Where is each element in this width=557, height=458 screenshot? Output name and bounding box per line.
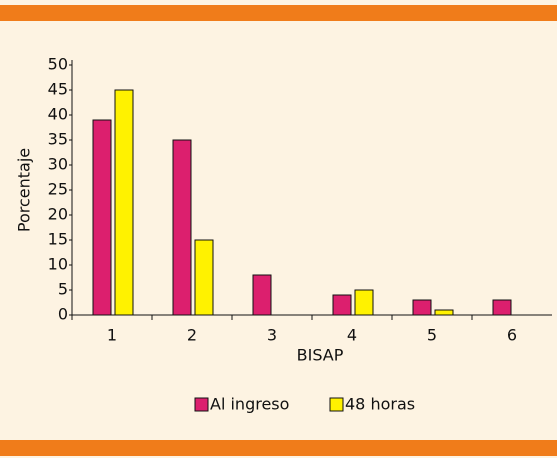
x-tick-label: 1 <box>107 326 117 345</box>
y-tick-label: 30 <box>48 155 68 174</box>
x-tick-label: 5 <box>427 326 437 345</box>
y-tick-label: 10 <box>48 255 68 274</box>
y-tick-label: 35 <box>48 130 68 149</box>
legend-label: Al ingreso <box>210 395 289 414</box>
bar <box>194 239 214 316</box>
bar <box>332 294 352 316</box>
bar <box>92 119 112 316</box>
y-tick-label: 15 <box>48 230 68 249</box>
y-tick-label: 0 <box>58 305 68 324</box>
y-tick-label: 5 <box>58 280 68 299</box>
y-tick-label: 50 <box>48 55 68 74</box>
y-tick-label: 45 <box>48 80 68 99</box>
y-tick-label: 25 <box>48 180 68 199</box>
y-axis-label: Porcentaje <box>15 148 34 232</box>
bar <box>354 289 374 316</box>
top-band <box>0 5 557 21</box>
bar <box>412 299 432 316</box>
legend-swatch <box>329 397 344 412</box>
y-tick-label: 40 <box>48 105 68 124</box>
y-tick-label: 20 <box>48 205 68 224</box>
bar <box>172 139 192 316</box>
x-tick-label: 6 <box>507 326 517 345</box>
x-tick-label: 3 <box>267 326 277 345</box>
legend-label: 48 horas <box>345 395 415 414</box>
x-axis-label: BISAP <box>297 346 344 365</box>
bar <box>492 299 512 316</box>
legend-swatch <box>194 397 209 412</box>
bar <box>434 309 454 316</box>
x-tick-label: 2 <box>187 326 197 345</box>
bar <box>252 274 272 316</box>
bottom-band <box>0 440 557 456</box>
x-tick-label: 4 <box>347 326 357 345</box>
bar <box>114 89 134 316</box>
